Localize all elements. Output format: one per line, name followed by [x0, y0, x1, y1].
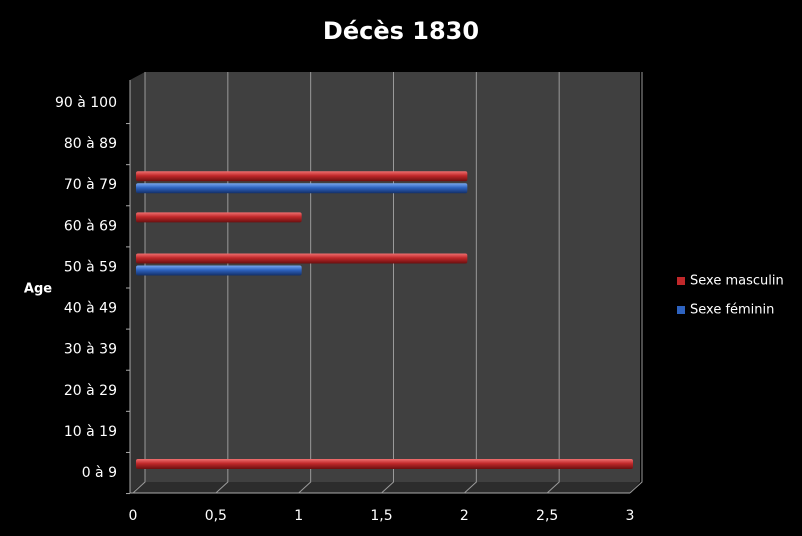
grid-line	[132, 72, 146, 494]
grid-line	[381, 72, 394, 494]
y-tick-label: 90 à 100	[55, 95, 117, 111]
y-tick-label: 20 à 29	[64, 383, 117, 399]
y-tick-label: 80 à 89	[64, 136, 117, 152]
grid-line	[298, 72, 312, 494]
side-wall	[130, 72, 145, 493]
grid-line	[215, 72, 229, 494]
chart-title: Décès 1830	[323, 17, 479, 45]
bar	[136, 459, 633, 469]
y-tick-label: 70 à 79	[64, 177, 117, 193]
floor	[130, 482, 640, 493]
legend-label: Sexe masculin	[690, 274, 784, 289]
y-tick-label: 40 à 49	[64, 301, 117, 317]
x-tick-label: 2	[460, 508, 469, 524]
grid-line	[546, 72, 560, 494]
x-tick-label: 0	[129, 508, 138, 524]
legend-swatch	[677, 306, 685, 314]
y-tick-label: 10 à 19	[64, 424, 117, 440]
y-tick-label: 0 à 9	[82, 465, 117, 481]
x-tick-label: 2,5	[536, 508, 558, 524]
y-tick-label: 50 à 59	[64, 259, 117, 275]
y-axis-title: Age	[24, 282, 52, 297]
bar	[136, 265, 302, 276]
bar	[136, 212, 302, 223]
x-tick-label: 3	[626, 508, 635, 524]
legend-swatch	[677, 277, 685, 285]
x-tick-label: 1,5	[370, 508, 392, 524]
grid-line	[463, 72, 477, 494]
bar	[136, 253, 468, 264]
y-tick-label: 30 à 39	[64, 342, 117, 358]
back-wall	[145, 72, 640, 482]
x-tick-label: 0,5	[205, 508, 227, 524]
bar	[136, 171, 468, 182]
legend-label: Sexe féminin	[690, 303, 774, 318]
grid-line	[629, 72, 643, 494]
bar	[136, 183, 468, 194]
x-tick-label: 1	[294, 508, 303, 524]
y-tick-label: 60 à 69	[64, 218, 117, 234]
